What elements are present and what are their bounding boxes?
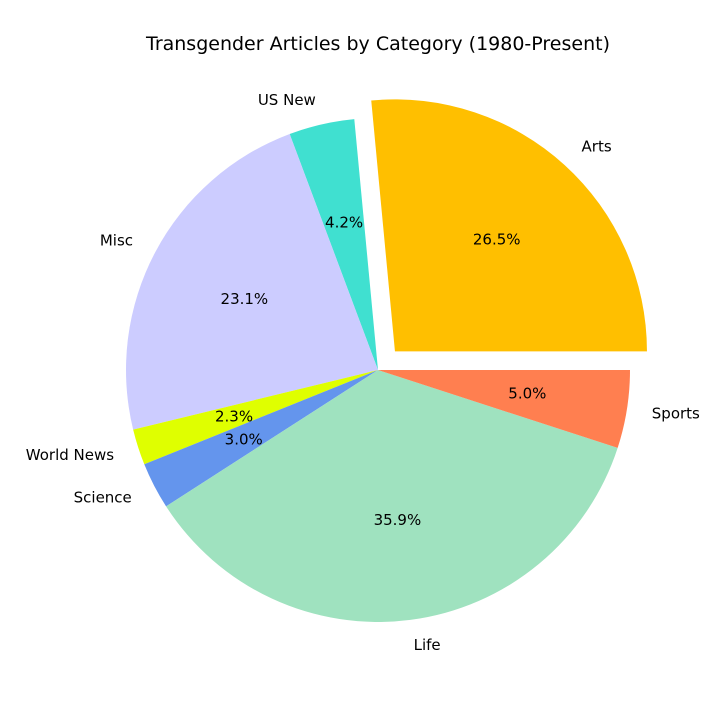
slice-percent-arts: 26.5% (473, 231, 521, 249)
slice-percent-life: 35.9% (374, 511, 422, 529)
chart-title: Transgender Articles by Category (1980-P… (145, 33, 610, 55)
slice-percent-world-news: 2.3% (215, 407, 253, 425)
pie-slice-us-new (289, 119, 378, 371)
pie-slice-life (166, 370, 618, 622)
slice-label-life: Life (414, 636, 441, 654)
pie-slices (126, 99, 647, 622)
slice-percent-us-new: 4.2% (325, 214, 363, 232)
slice-percent-sports: 5.0% (508, 385, 546, 403)
slice-label-us-new: US New (258, 91, 316, 109)
pie-labels: Arts 26.5% US New 4.2% Misc 23.1% World News 2.… (26, 91, 700, 654)
pie-slice-science (144, 370, 378, 507)
slice-label-misc: Misc (100, 231, 133, 249)
slice-label-sports: Sports (652, 404, 700, 422)
pie-slice-arts (371, 99, 647, 352)
slice-percent-science: 3.0% (225, 430, 263, 448)
slice-label-arts: Arts (582, 137, 612, 155)
pie-slice-misc (126, 133, 378, 430)
slice-label-science: Science (74, 488, 132, 506)
pie-slice-sports (378, 370, 630, 448)
slice-percent-misc: 23.1% (221, 290, 269, 308)
pie-slice-world-news (133, 370, 378, 465)
slice-label-world-news: World News (26, 446, 114, 464)
